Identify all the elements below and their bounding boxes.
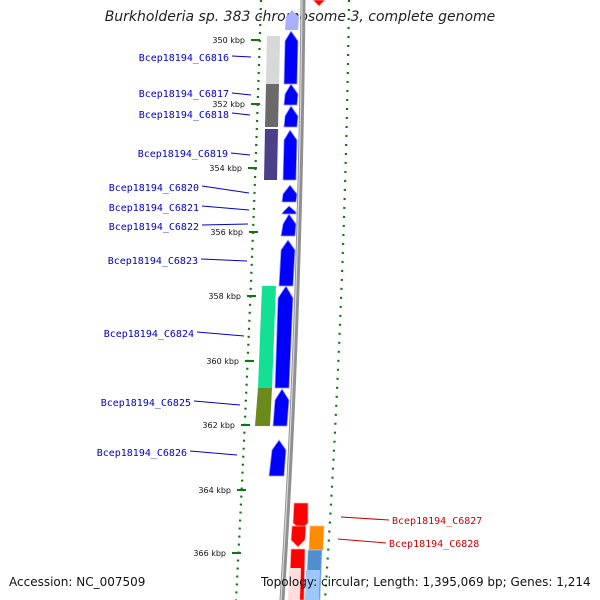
gene-label: Bcep18194_C6820: [109, 183, 199, 194]
gene-label: Bcep18194_C6822: [109, 222, 199, 233]
gene-arrow-c6822: [280, 213, 297, 237]
gene-arrow-c6817: [283, 83, 299, 106]
feature-blocks: [255, 36, 280, 426]
outer-dotted-ring: [323, 0, 351, 600]
gene-label: Bcep18194_C6819: [138, 149, 228, 160]
reverse-genes: [288, 0, 326, 600]
gene-label: Bcep18194_C6821: [109, 203, 199, 214]
tick-label: 364 kbp: [198, 486, 231, 495]
gene-arrow-c6821: [281, 205, 297, 215]
gene-label-leader: [231, 55, 252, 58]
gene-label: Bcep18194_C6825: [101, 398, 191, 409]
gene-arrow-c6816: [283, 30, 299, 85]
feature-block-green: [258, 286, 276, 388]
gene-label: Bcep18194_C6818: [139, 110, 229, 121]
gene-label: Bcep18194_C6828: [389, 539, 479, 550]
gene-arrow-c6828: [308, 525, 325, 551]
gene-labels: Bcep18194_C6816 Bcep18194_C6817 Bcep18194_…: [97, 53, 483, 550]
gene-label-leader: [231, 92, 252, 96]
gene-label: Bcep18194_C6823: [108, 256, 198, 267]
gene-label-leader: [201, 205, 250, 211]
gene-arrow-c6825: [272, 388, 290, 427]
gene-label: Bcep18194_C6826: [97, 448, 187, 459]
gene-arrow-c6819: [282, 129, 298, 181]
gene-label-leader: [337, 538, 387, 544]
genome-backbone: [279, 0, 306, 600]
map-title: Burkholderia sp. 383 chromosome 3, compl…: [104, 9, 496, 25]
gene-arrow-c6818: [283, 105, 299, 128]
feature-block-dark-gray: [265, 84, 279, 127]
position-ticks: 350 kbp 352 kbp 354 kbp 356 kbp 358 kbp 360 k…: [193, 36, 260, 558]
gene-arrow-c6820: [281, 184, 298, 203]
gene-arrow-c6823: [278, 239, 296, 287]
gene-label-leader: [196, 331, 245, 337]
tick-label: 366 kbp: [193, 549, 226, 558]
gene-label-leader: [201, 223, 249, 226]
genome-info-text: Topology: circular; Length: 1,395,069 bp…: [261, 575, 591, 589]
accession-text: Accession: NC_007509: [9, 575, 146, 589]
forward-genes: [268, 10, 299, 477]
gene-arrow-c6824: [274, 285, 294, 389]
gene-label-leader: [193, 400, 241, 406]
tick-label: 358 kbp: [208, 292, 241, 301]
tick-label: 350 kbp: [212, 36, 245, 45]
tick-label: 356 kbp: [210, 228, 243, 237]
gene-label-leader: [201, 185, 250, 194]
gene-label-leader: [340, 516, 390, 521]
gene-label-leader: [230, 152, 251, 156]
feature-block-purple: [264, 129, 278, 180]
tick-label: 362 kbp: [202, 421, 235, 430]
tick-label: 360 kbp: [206, 357, 239, 366]
gene-label: Bcep18194_C6816: [139, 53, 229, 64]
tick-label: 352 kbp: [212, 100, 245, 109]
gene-label: Bcep18194_C6827: [392, 516, 482, 527]
gene-label-leader: [231, 112, 251, 116]
gene-label-leader: [189, 450, 238, 456]
gene-label: Bcep18194_C6824: [104, 329, 194, 340]
feature-block-olive: [255, 388, 272, 426]
tick-label: 354 kbp: [209, 164, 242, 173]
gene-label: Bcep18194_C6817: [139, 89, 229, 100]
gene-label-leader: [200, 258, 248, 262]
gene-arrow-c6826: [268, 439, 287, 477]
